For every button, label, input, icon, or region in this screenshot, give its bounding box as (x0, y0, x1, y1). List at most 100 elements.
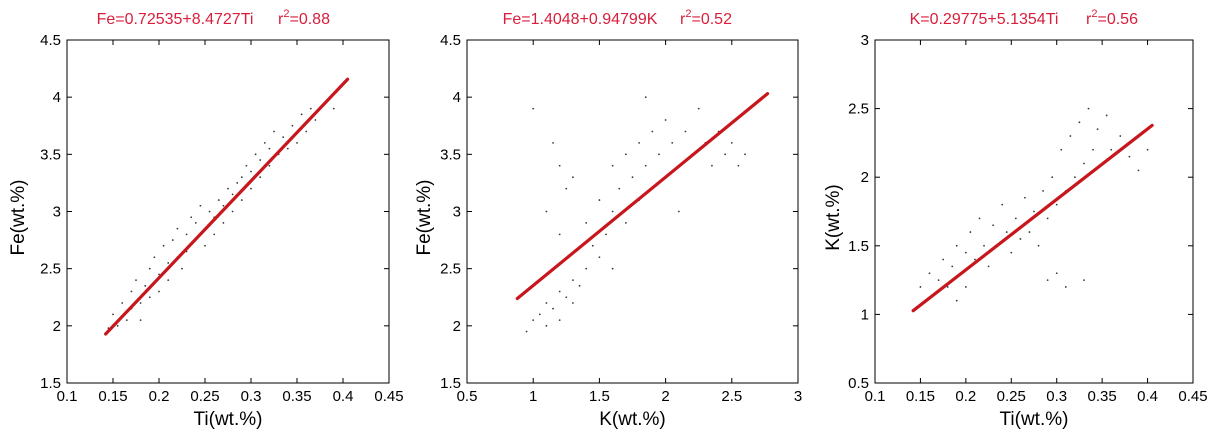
data-point (552, 142, 554, 144)
data-point (951, 265, 954, 268)
x-axis-label: Ti(wt.%) (1000, 409, 1069, 430)
x-tick-label: 0.15 (98, 388, 127, 405)
data-point (974, 258, 976, 261)
data-point (208, 210, 211, 213)
chart-title: K=0.29775+5.1354Ti (910, 11, 1059, 28)
y-tick-label: 3 (861, 32, 869, 49)
data-point (309, 107, 312, 110)
data-point (1096, 128, 1099, 131)
data-point (162, 244, 165, 247)
data-point (585, 267, 588, 270)
data-point (1055, 272, 1058, 275)
data-point (955, 244, 958, 247)
data-point (1064, 286, 1067, 288)
chart-panel-3: 0.1 0.15 0.2 0.25 0.3 0.35 0.4 0.45 0.5 1 1.5 2 2.5 3… (823, 8, 1208, 430)
data-point (282, 136, 285, 139)
data-point (1083, 279, 1085, 281)
data-point (171, 239, 174, 241)
y-tick-label: 2 (53, 318, 61, 335)
data-point (148, 296, 151, 299)
data-point (946, 286, 949, 288)
data-point (1051, 176, 1054, 179)
y-tick-label: 2 (861, 169, 869, 186)
data-point (711, 164, 713, 167)
data-point (1078, 121, 1081, 124)
r-squared-label: r2=0.88 (278, 8, 330, 28)
data-point (538, 313, 541, 316)
y-tick-label: 2.5 (440, 261, 461, 278)
x-tick-label: 0.2 (149, 388, 170, 405)
data-point (259, 176, 262, 179)
data-point (624, 153, 627, 156)
data-point (697, 107, 700, 110)
data-point (1046, 279, 1049, 281)
data-point (565, 187, 568, 190)
data-point (684, 130, 687, 133)
data-point (254, 153, 257, 156)
data-point (1105, 114, 1108, 117)
data-point (545, 210, 548, 213)
data-point (955, 299, 958, 302)
data-point (139, 319, 142, 322)
data-point (658, 153, 660, 156)
data-point (291, 124, 294, 127)
data-point (204, 244, 206, 247)
x-tick-label: 0.4 (1137, 388, 1158, 405)
data-point (591, 244, 594, 247)
data-point (1010, 251, 1013, 254)
regression-line (515, 92, 770, 301)
data-point (250, 187, 252, 190)
data-point (236, 182, 239, 184)
data-point (199, 204, 202, 207)
data-point (624, 222, 627, 224)
data-point (545, 324, 548, 327)
data-point (116, 324, 119, 327)
data-point (605, 233, 607, 236)
data-point (268, 147, 271, 150)
data-point (937, 279, 940, 281)
y-tick-label: 4.5 (440, 32, 461, 49)
chart-panel-2: 0.5 1 1.5 2 2.5 3 1.5 2 2.5 3 3.5 4 4.5 K(wt.%) Fe(wt.… (414, 8, 802, 430)
data-point (314, 119, 317, 121)
data-point (964, 251, 967, 254)
data-point (231, 210, 234, 213)
data-point (558, 290, 561, 293)
regression-line (104, 77, 350, 336)
regression-line (911, 123, 1154, 313)
data-point (730, 142, 733, 144)
y-tick-label: 1.5 (40, 375, 61, 392)
r-squared-label: r2=0.52 (680, 8, 732, 28)
data-point (332, 107, 335, 110)
plot-frame (874, 39, 1194, 384)
data-point (638, 142, 641, 144)
data-point (245, 164, 248, 167)
x-tick-label: 0.2 (955, 388, 976, 405)
data-point (167, 262, 170, 264)
y-tick-label: 4 (453, 89, 461, 106)
data-point (250, 170, 252, 173)
data-point (1024, 196, 1026, 199)
y-tick-label: 1 (861, 306, 869, 323)
data-point (1005, 231, 1008, 233)
x-tick-label: 0.1 (865, 388, 886, 405)
data-point (919, 286, 922, 288)
data-point (744, 153, 746, 156)
data-point (1046, 217, 1049, 220)
data-point (1037, 244, 1040, 247)
y-tick-label: 4 (53, 89, 61, 106)
x-tick-label: 0.3 (241, 388, 262, 405)
data-point (158, 290, 160, 293)
y-tick-label: 0.5 (848, 375, 869, 392)
data-point (1069, 135, 1072, 137)
data-point (1119, 135, 1122, 137)
data-point (724, 153, 727, 156)
data-point (978, 217, 981, 220)
data-point (651, 130, 654, 133)
data-point (611, 164, 614, 167)
data-point (598, 256, 601, 259)
data-point (928, 272, 931, 275)
data-point (213, 233, 216, 236)
y-tick-label: 3.5 (440, 146, 461, 163)
data-point (644, 96, 647, 99)
